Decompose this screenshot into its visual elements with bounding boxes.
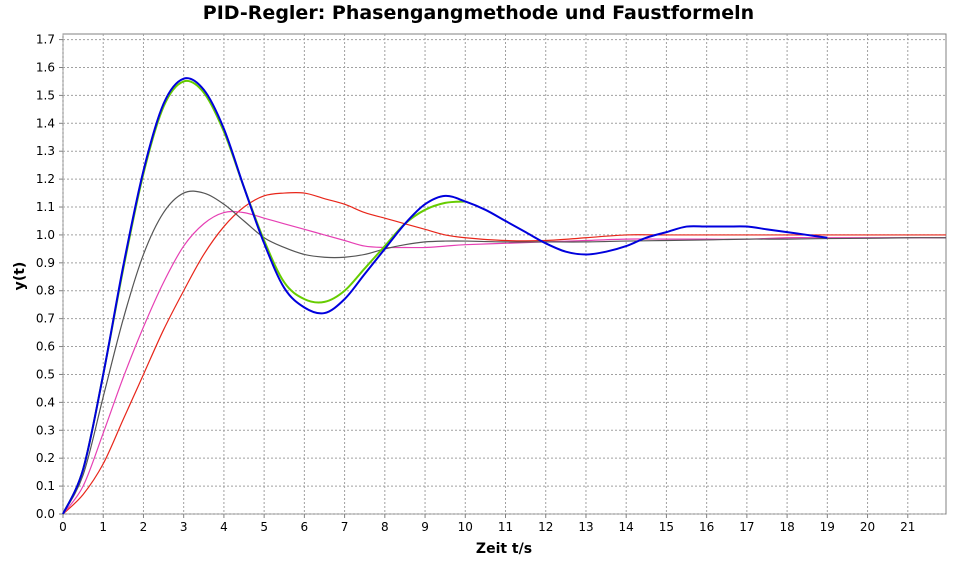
- y-tick-label: 1.5: [36, 88, 55, 102]
- y-tick-label: 1.6: [36, 60, 55, 74]
- y-tick-label: 0.7: [36, 312, 55, 326]
- chart-title: PID-Regler: Phasengangmethode und Faustf…: [202, 2, 755, 24]
- x-tick-label: 1: [99, 520, 107, 534]
- x-tick-label: 14: [619, 520, 634, 534]
- x-tick-label: 5: [260, 520, 268, 534]
- y-tick-label: 0.4: [36, 395, 55, 409]
- y-tick-label: 0.8: [36, 284, 55, 298]
- y-tick-label: 1.1: [36, 200, 55, 214]
- y-tick-label: 0.9: [36, 256, 55, 270]
- x-tick-label: 16: [699, 520, 714, 534]
- x-tick-label: 6: [301, 520, 309, 534]
- x-axis-label: Zeit t/s: [476, 541, 532, 557]
- y-tick-label: 1.2: [36, 172, 55, 186]
- axes: 0 1 2 3 4 5 6 7 8 9 10 11 12 13 14 15 16 17 18 19 20 210.00.1…: [36, 33, 916, 534]
- y-tick-label: 0.1: [36, 479, 55, 493]
- y-tick-label: 0.0: [36, 507, 55, 521]
- series-line-5: [62, 77, 828, 515]
- y-tick-label: 0.5: [36, 367, 55, 381]
- y-tick-label: 0.2: [36, 451, 55, 465]
- x-tick-label: 11: [498, 520, 513, 534]
- y-tick-label: 1.0: [36, 228, 55, 242]
- y-tick-label: 0.6: [36, 340, 55, 354]
- x-tick-label: 8: [381, 520, 389, 534]
- x-tick-label: 19: [820, 520, 835, 534]
- x-tick-label: 0: [59, 520, 67, 534]
- x-tick-label: 4: [220, 520, 228, 534]
- x-tick-label: 12: [538, 520, 553, 534]
- y-tick-label: 1.7: [36, 33, 55, 47]
- x-tick-label: 2: [140, 520, 148, 534]
- x-tick-label: 15: [659, 520, 674, 534]
- x-tick-label: 17: [739, 520, 754, 534]
- x-tick-label: 3: [180, 520, 188, 534]
- x-tick-label: 20: [860, 520, 875, 534]
- x-tick-label: 7: [341, 520, 349, 534]
- series-line-1: [62, 191, 946, 515]
- y-tick-label: 1.3: [36, 144, 55, 158]
- x-tick-label: 9: [421, 520, 429, 534]
- x-tick-label: 21: [900, 520, 915, 534]
- x-tick-label: 18: [779, 520, 794, 534]
- grid: [62, 34, 946, 515]
- x-tick-label: 13: [578, 520, 593, 534]
- x-tick-label: 10: [458, 520, 473, 534]
- y-tick-label: 1.4: [36, 116, 55, 130]
- y-tick-label: 0.3: [36, 423, 55, 437]
- plot-area: [62, 33, 947, 515]
- y-axis-label: y(t): [12, 262, 28, 291]
- series-group: [62, 77, 947, 515]
